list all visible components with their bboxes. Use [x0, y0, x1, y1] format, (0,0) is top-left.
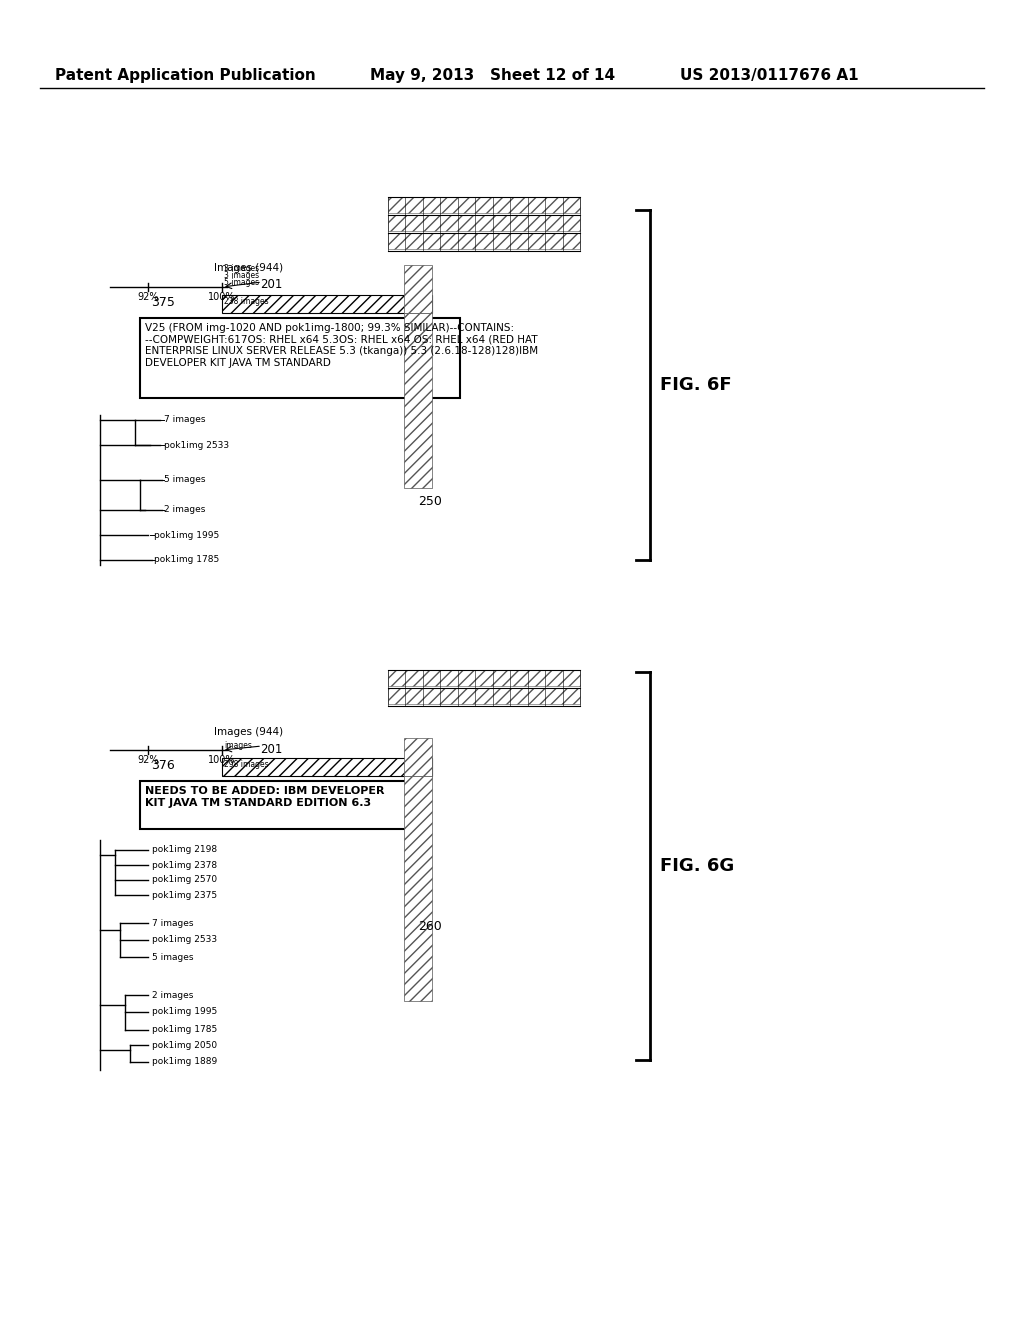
- Text: 100%: 100%: [208, 755, 236, 766]
- Bar: [388, 234, 580, 249]
- Text: pok1img 1995: pok1img 1995: [152, 1007, 217, 1016]
- Text: 3 images: 3 images: [224, 271, 259, 280]
- Text: pok1img 1889: pok1img 1889: [152, 1057, 217, 1067]
- Text: Images (944): Images (944): [214, 263, 283, 273]
- Text: pok1img 2570: pok1img 2570: [152, 875, 217, 884]
- Text: FIG. 6F: FIG. 6F: [660, 376, 731, 393]
- Text: 298 images: 298 images: [224, 760, 268, 770]
- Text: 375: 375: [152, 296, 175, 309]
- Bar: [404, 313, 432, 488]
- Text: 92%: 92%: [137, 755, 159, 766]
- Text: May 9, 2013   Sheet 12 of 14: May 9, 2013 Sheet 12 of 14: [370, 69, 615, 83]
- Text: 7 images: 7 images: [152, 919, 194, 928]
- Text: pok1img 2533: pok1img 2533: [152, 936, 217, 945]
- Bar: [388, 215, 580, 231]
- Bar: [388, 671, 580, 686]
- Text: 250: 250: [418, 495, 442, 508]
- Text: 3 images: 3 images: [224, 264, 259, 273]
- Text: Patent Application Publication: Patent Application Publication: [55, 69, 315, 83]
- Bar: [140, 781, 420, 829]
- Text: 5 images: 5 images: [152, 953, 194, 961]
- Bar: [222, 758, 432, 776]
- Text: 201: 201: [260, 279, 283, 290]
- Bar: [404, 776, 432, 1001]
- Text: 7 images: 7 images: [164, 416, 206, 425]
- Text: pok1img 2375: pok1img 2375: [152, 891, 217, 899]
- Text: V25 (FROM img-1020 AND pok1img-1800; 99.3% SIMILAR)--CONTAINS:
--COMPWEIGHT:617O: V25 (FROM img-1020 AND pok1img-1800; 99.…: [145, 323, 539, 368]
- Text: pok1img 2050: pok1img 2050: [152, 1040, 217, 1049]
- Text: pok1img 1785: pok1img 1785: [152, 1026, 217, 1035]
- Text: 376: 376: [152, 759, 175, 772]
- Text: FIG. 6G: FIG. 6G: [660, 857, 734, 875]
- Text: 201: 201: [260, 743, 283, 756]
- Text: images: images: [224, 741, 252, 750]
- Bar: [140, 318, 460, 399]
- Text: pok1img 1785: pok1img 1785: [154, 556, 219, 565]
- Text: 5 images: 5 images: [224, 279, 259, 286]
- Text: 92%: 92%: [137, 292, 159, 302]
- Bar: [404, 738, 432, 776]
- Text: pok1img 2198: pok1img 2198: [152, 846, 217, 854]
- Text: pok1img 2378: pok1img 2378: [152, 861, 217, 870]
- Text: Images (944): Images (944): [214, 727, 283, 737]
- Text: 2 images: 2 images: [152, 990, 194, 999]
- Text: NEEDS TO BE ADDED: IBM DEVELOPER
KIT JAVA TM STANDARD EDITION 6.3: NEEDS TO BE ADDED: IBM DEVELOPER KIT JAV…: [145, 785, 384, 808]
- Text: US 2013/0117676 A1: US 2013/0117676 A1: [680, 69, 859, 83]
- Text: 260: 260: [418, 920, 441, 933]
- Text: pok1img 2533: pok1img 2533: [164, 441, 229, 450]
- Bar: [222, 294, 432, 313]
- Text: 2 images: 2 images: [164, 506, 206, 515]
- Bar: [404, 265, 432, 313]
- Text: 238 images: 238 images: [224, 297, 268, 306]
- Text: 5 images: 5 images: [164, 475, 206, 484]
- Bar: [388, 197, 580, 213]
- Text: 100%: 100%: [208, 292, 236, 302]
- Text: pok1img 1995: pok1img 1995: [154, 531, 219, 540]
- Bar: [388, 688, 580, 704]
